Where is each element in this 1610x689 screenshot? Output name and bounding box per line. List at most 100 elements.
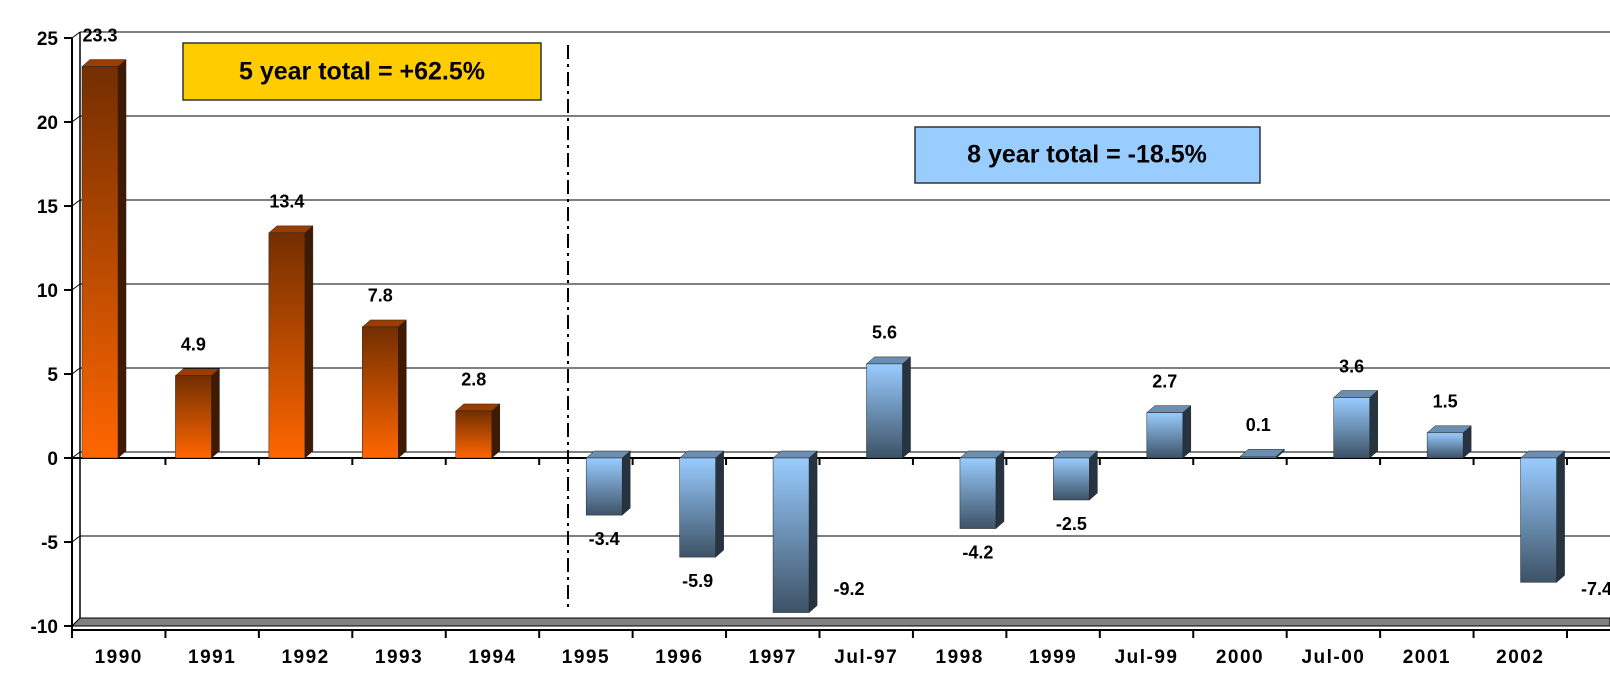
bar-top xyxy=(1239,449,1285,457)
x-tick-label: 1996 xyxy=(655,647,703,668)
bar xyxy=(455,410,492,459)
annotation-box xyxy=(182,42,542,101)
bar-group xyxy=(455,403,501,459)
annotation-box xyxy=(914,126,1261,184)
grid-line xyxy=(71,367,81,375)
annotation-1: 5 year total = +62.5% xyxy=(182,42,542,101)
value-label: 13.4 xyxy=(269,192,304,212)
bar xyxy=(1240,456,1277,459)
x-tick-label: Jul-99 xyxy=(1115,647,1179,668)
bar xyxy=(866,363,903,459)
x-tick-label: 1991 xyxy=(188,647,236,668)
y-tick-label: 0 xyxy=(47,449,58,470)
value-label: 23.3 xyxy=(82,25,117,45)
bar-group xyxy=(268,225,314,459)
bar-group xyxy=(1333,389,1379,459)
bar xyxy=(679,457,716,558)
grid-line xyxy=(71,31,81,39)
bar xyxy=(175,375,212,459)
bar xyxy=(1520,457,1557,583)
value-label: 7.8 xyxy=(368,286,393,306)
value-label: 1.5 xyxy=(1433,392,1458,412)
bar xyxy=(585,457,623,516)
x-tick-label: 1993 xyxy=(375,647,423,668)
grid-line xyxy=(71,283,81,291)
value-label: -4.2 xyxy=(962,542,993,562)
bar-top xyxy=(772,450,818,459)
bar-side xyxy=(808,450,818,614)
bar-side xyxy=(1182,405,1192,459)
bar-group xyxy=(1052,450,1099,501)
value-label: 2.8 xyxy=(461,370,486,390)
bar-group xyxy=(772,450,818,614)
value-label: 5.6 xyxy=(872,323,897,343)
y-tick-label: 25 xyxy=(37,29,59,50)
value-label: 4.9 xyxy=(181,334,206,354)
bar-side xyxy=(1369,389,1378,459)
bar-side xyxy=(902,356,911,459)
x-tick-label: 1995 xyxy=(562,647,610,668)
bar-group xyxy=(585,450,631,516)
bar-top xyxy=(1519,450,1566,459)
bar-side xyxy=(211,368,220,459)
value-label: 3.6 xyxy=(1339,356,1364,376)
bar-top xyxy=(1426,425,1472,434)
bar-group xyxy=(678,450,725,558)
y-tick-label: 15 xyxy=(37,197,59,218)
bar-top xyxy=(585,450,631,459)
bar-group xyxy=(959,450,1005,530)
bar-top xyxy=(81,59,127,67)
bar-top xyxy=(1146,405,1192,413)
bar xyxy=(362,326,399,459)
y-tick-label: -10 xyxy=(31,617,58,638)
bar-top xyxy=(361,319,407,328)
bar-top xyxy=(678,450,725,459)
x-tick-label: Jul-97 xyxy=(834,647,898,668)
value-label: -3.4 xyxy=(589,529,620,549)
y-tick-label: 20 xyxy=(37,113,58,134)
bar-group xyxy=(1239,448,1285,459)
value-label: -5.9 xyxy=(682,571,713,591)
y-tick-label: -5 xyxy=(41,533,58,554)
y-tick-label: 10 xyxy=(37,281,58,302)
y-tick-label: 5 xyxy=(47,365,58,386)
x-tick-label: 1998 xyxy=(936,647,984,668)
bar-group xyxy=(361,319,407,459)
value-label: -7.4 xyxy=(1581,579,1610,599)
bar-group xyxy=(1519,450,1566,583)
bar-side xyxy=(117,59,127,459)
bar-side xyxy=(398,319,407,459)
value-label: 2.7 xyxy=(1152,371,1177,391)
x-tick-label: 1994 xyxy=(468,647,516,668)
bar xyxy=(1426,432,1464,459)
annotation-2: 8 year total = -18.5% xyxy=(914,126,1261,184)
bar-side xyxy=(995,450,1005,530)
bar xyxy=(268,232,306,459)
grid-line xyxy=(71,199,81,207)
bar xyxy=(1146,412,1184,459)
value-label: -9.2 xyxy=(834,579,865,599)
bar-top xyxy=(268,225,314,234)
bar-top xyxy=(959,450,1005,459)
x-tick-label: 2000 xyxy=(1216,647,1264,668)
x-tick-label: 1999 xyxy=(1029,647,1077,668)
grid-line xyxy=(71,535,81,543)
bar-top xyxy=(1333,390,1379,398)
bar xyxy=(1053,457,1090,501)
bar-group xyxy=(174,368,221,459)
annotation: 8 year total = -18.5% xyxy=(967,141,1207,169)
x-tick-label: 1997 xyxy=(749,647,797,668)
bar-top xyxy=(865,356,912,365)
value-label: 0.1 xyxy=(1246,415,1271,435)
bar-side xyxy=(1089,450,1098,501)
bar-side xyxy=(1556,450,1565,583)
x-tick-label: 1990 xyxy=(95,647,143,668)
bar xyxy=(959,457,997,529)
x-tick-label: 2001 xyxy=(1403,647,1451,668)
bar-side xyxy=(304,225,314,459)
x-tick-label: 1992 xyxy=(281,647,329,668)
bar xyxy=(1333,397,1370,459)
bar-group xyxy=(865,356,912,459)
bar-top xyxy=(1052,450,1099,459)
